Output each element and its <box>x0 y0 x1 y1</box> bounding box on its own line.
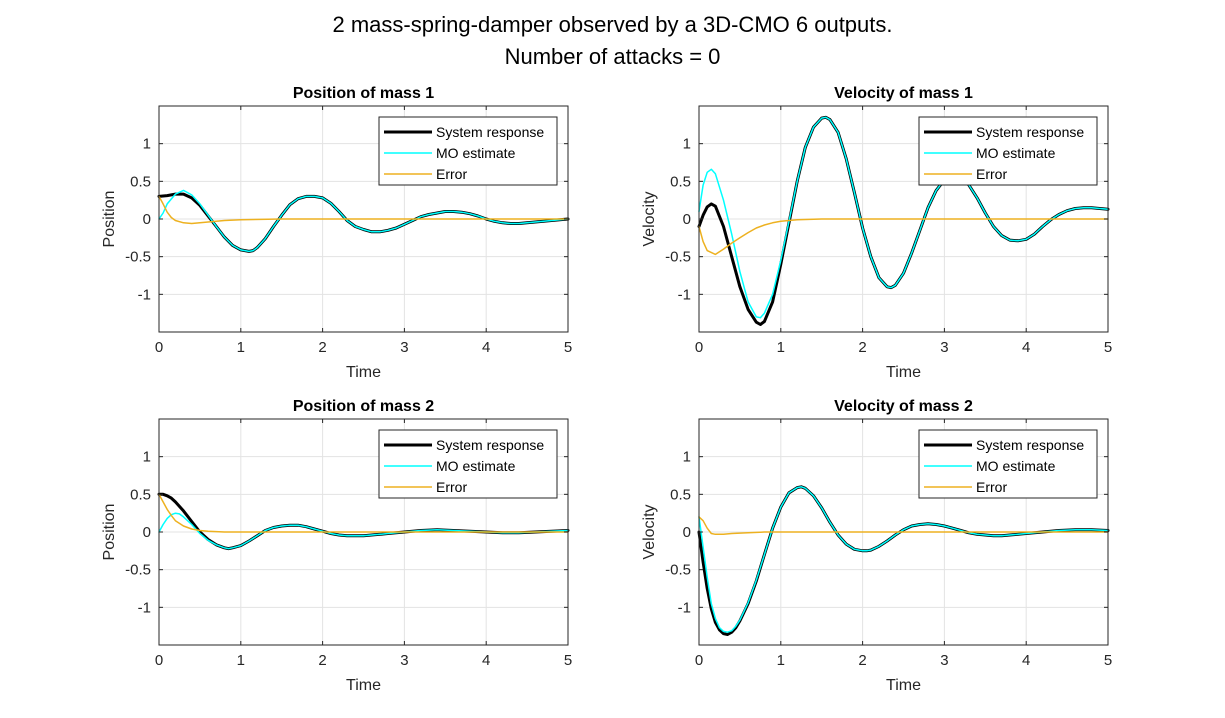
subplot-3: 0 1 2 3 4 5 -1 -0.5 0 0.5 1 Position of mass 2 Time P… <box>101 398 572 694</box>
x-axis-label: Time <box>886 364 921 381</box>
y-tick-label: -1 <box>138 286 151 303</box>
x-tick-label: 4 <box>1022 339 1030 356</box>
figure-title-line-1: 2 mass-spring-damper observed by a 3D-CM… <box>332 12 893 37</box>
y-tick-label: -1 <box>678 286 691 303</box>
series-line-mo-estimate <box>158 512 569 550</box>
x-tick-label: 0 <box>695 652 703 669</box>
x-tick-label: 0 <box>155 339 163 356</box>
legend-label: MO estimate <box>976 458 1056 474</box>
series-line-error <box>698 218 1109 256</box>
x-tick-label: 0 <box>695 339 703 356</box>
x-tick-label: 2 <box>318 652 326 669</box>
y-tick-label: 0.5 <box>130 486 151 503</box>
y-tick-label: 1 <box>683 449 691 466</box>
x-tick-label: 5 <box>564 652 572 669</box>
x-tick-label: 4 <box>482 339 490 356</box>
series-line-error <box>158 493 569 533</box>
legend: System response MO estimate Error <box>378 116 558 186</box>
y-tick-label: 1 <box>143 136 151 153</box>
x-axis-label: Time <box>346 364 381 381</box>
x-tick-label: 4 <box>482 652 490 669</box>
y-axis-label: Velocity <box>641 504 658 559</box>
y-tick-label: -0.5 <box>665 249 691 266</box>
legend-label: MO estimate <box>436 458 516 474</box>
x-axis-label: Time <box>886 677 921 694</box>
x-tick-label: 2 <box>858 652 866 669</box>
y-axis-label: Velocity <box>641 191 658 246</box>
y-tick-label: 0 <box>683 524 691 541</box>
x-tick-label: 3 <box>940 339 948 356</box>
x-tick-label: 5 <box>1104 339 1112 356</box>
legend: System response MO estimate Error <box>378 429 558 499</box>
x-tick-label: 3 <box>940 652 948 669</box>
series-line-error <box>698 516 1109 536</box>
y-tick-label: -0.5 <box>125 249 151 266</box>
legend-label: MO estimate <box>436 145 516 161</box>
subplot-2: 0 1 2 3 4 5 -1 -0.5 0 0.5 1 Velocity of mass 1 Time V… <box>641 85 1112 381</box>
y-tick-label: 0.5 <box>130 173 151 190</box>
x-tick-label: 1 <box>777 339 785 356</box>
x-tick-label: 1 <box>237 339 245 356</box>
y-tick-label: -0.5 <box>125 562 151 579</box>
x-tick-label: 1 <box>777 652 785 669</box>
x-tick-label: 3 <box>400 339 408 356</box>
y-tick-label: 0.5 <box>670 173 691 190</box>
x-tick-label: 1 <box>237 652 245 669</box>
y-tick-label: 1 <box>683 136 691 153</box>
figure-title-line-2: Number of attacks = 0 <box>504 44 721 69</box>
x-tick-label: 2 <box>858 339 866 356</box>
y-axis-label: Position <box>101 191 118 248</box>
series-line-mo-estimate <box>158 189 569 253</box>
series-line-mo-estimate <box>698 486 1109 633</box>
x-tick-label: 2 <box>318 339 326 356</box>
x-tick-label: 5 <box>1104 652 1112 669</box>
series-line-mo-estimate <box>698 116 1109 319</box>
series-line-error <box>158 195 569 225</box>
y-tick-label: -0.5 <box>665 562 691 579</box>
subplot-title: Velocity of mass 1 <box>834 85 973 102</box>
subplot-1: 0 1 2 3 4 5 -1 -0.5 0 0.5 1 Position of mass 1 Time P… <box>101 85 572 381</box>
legend-label: Error <box>436 479 467 495</box>
legend: System response MO estimate Error <box>918 116 1098 186</box>
subplot-4: 0 1 2 3 4 5 -1 -0.5 0 0.5 1 Velocity of mass 2 Time V… <box>641 398 1112 694</box>
x-tick-label: 5 <box>564 339 572 356</box>
x-tick-label: 4 <box>1022 652 1030 669</box>
x-tick-label: 3 <box>400 652 408 669</box>
legend-label: MO estimate <box>976 145 1056 161</box>
y-tick-label: 0 <box>683 211 691 228</box>
legend-label: System response <box>976 124 1084 140</box>
legend-label: Error <box>436 166 467 182</box>
x-axis-label: Time <box>346 677 381 694</box>
subplot-title: Position of mass 2 <box>293 398 434 415</box>
x-tick-label: 0 <box>155 652 163 669</box>
y-tick-label: 0 <box>143 524 151 541</box>
subplot-title: Position of mass 1 <box>293 85 434 102</box>
legend-label: System response <box>976 437 1084 453</box>
subplot-title: Velocity of mass 2 <box>834 398 973 415</box>
y-tick-label: 1 <box>143 449 151 466</box>
legend-label: Error <box>976 166 1007 182</box>
y-tick-label: -1 <box>678 599 691 616</box>
legend-label: Error <box>976 479 1007 495</box>
y-tick-label: 0.5 <box>670 486 691 503</box>
legend-label: System response <box>436 437 544 453</box>
y-axis-label: Position <box>101 504 118 561</box>
legend: System response MO estimate Error <box>918 429 1098 499</box>
legend-label: System response <box>436 124 544 140</box>
y-tick-label: 0 <box>143 211 151 228</box>
y-tick-label: -1 <box>138 599 151 616</box>
